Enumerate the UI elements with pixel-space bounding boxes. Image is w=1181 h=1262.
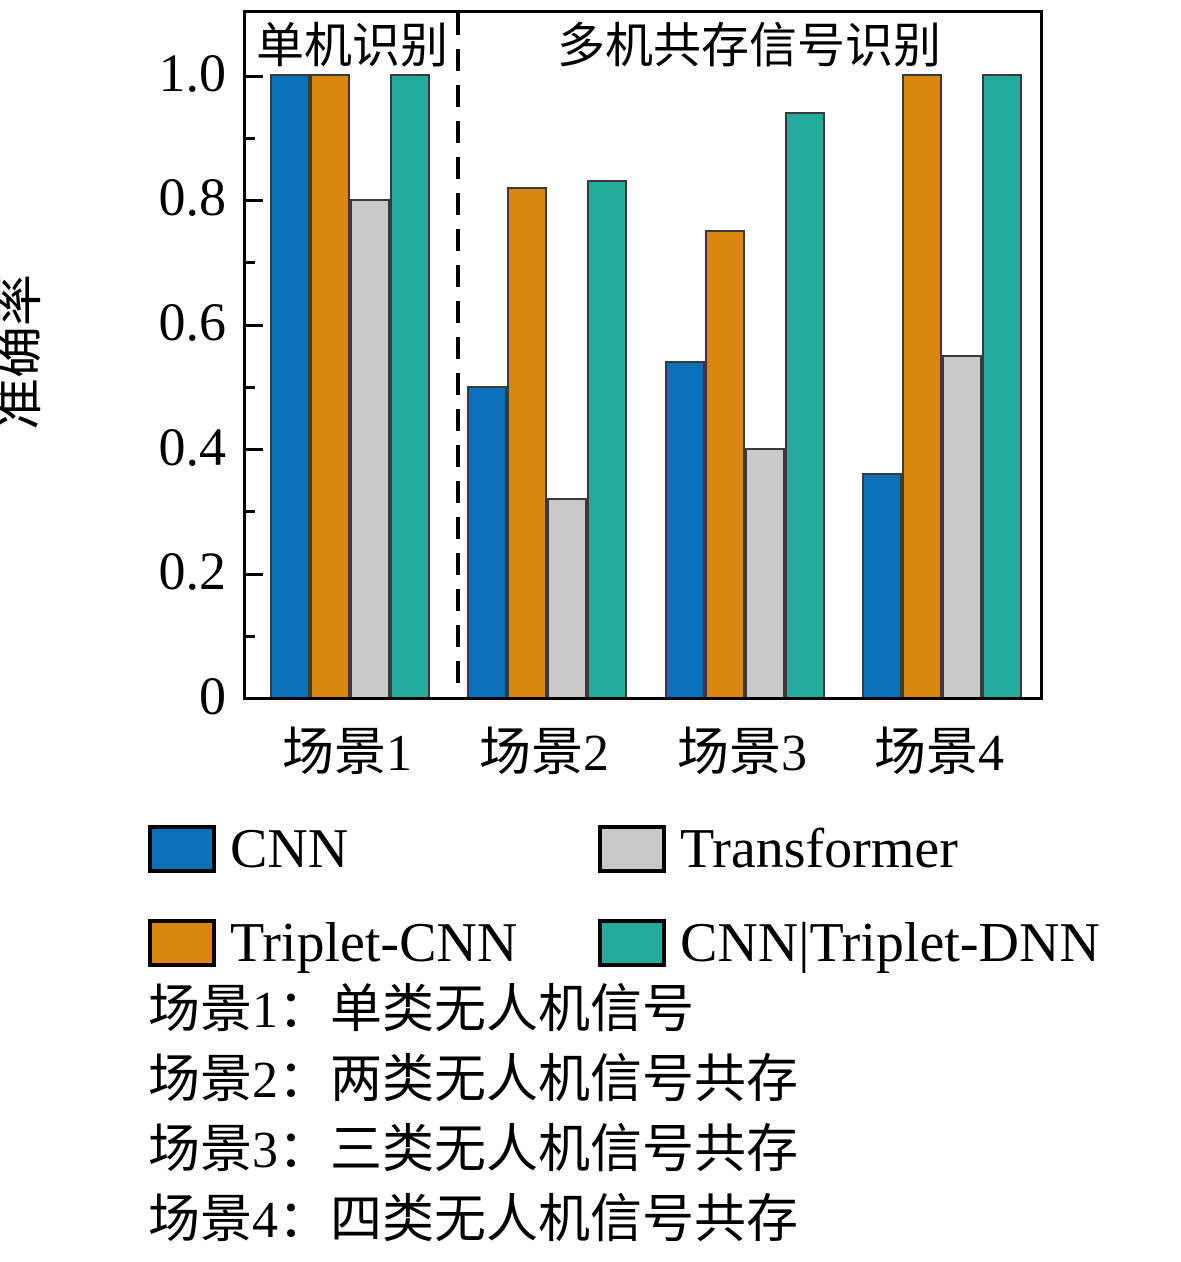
x-tick-label-场景2: 场景2	[478, 725, 609, 782]
y-minor-tick-0.1	[246, 635, 255, 638]
bar-CNN-场景2	[467, 386, 507, 697]
legend-label: Transformer	[680, 818, 958, 880]
x-tick-label-场景4: 场景4	[873, 725, 1004, 782]
annotation-line-1: 场景1：单类无人机信号	[148, 982, 695, 1039]
annotation-line-2: 场景2：两类无人机信号共存	[148, 1052, 799, 1109]
y-major-tick-0.4	[246, 448, 263, 451]
y-major-tick-1	[246, 75, 263, 78]
y-minor-tick-0.5	[246, 386, 255, 389]
annotation-line-3: 场景3：三类无人机信号共存	[148, 1122, 799, 1179]
y-tick-label-0.6: 0.6	[158, 292, 227, 352]
bar-CNN|Triplet-DNN-场景2	[587, 180, 627, 697]
bar-Transformer-场景3	[745, 448, 785, 697]
bar-CNN-场景1	[270, 74, 310, 697]
legend-label: CNN	[230, 818, 349, 880]
bar-Transformer-场景1	[350, 199, 390, 697]
legend-label: CNN|Triplet-DNN	[680, 912, 1100, 974]
y-tick-label-0.2: 0.2	[158, 541, 227, 601]
legend-swatch-Transformer	[598, 825, 666, 873]
x-tick-label-场景1: 场景1	[281, 725, 412, 782]
legend-swatch-CNN	[148, 825, 216, 873]
y-minor-tick-0.7	[246, 261, 255, 264]
y-major-tick-0	[246, 697, 263, 700]
bar-Triplet-CNN-场景1	[310, 74, 350, 697]
bar-Transformer-场景4	[942, 355, 982, 697]
annotation-line-4: 场景4：四类无人机信号共存	[148, 1192, 799, 1249]
legend-item-CNN|Triplet-DNN: CNN|Triplet-DNN	[598, 914, 1158, 972]
y-tick-label-1.0: 1.0	[158, 43, 227, 103]
region-label-multi: 多机共存信号识别	[556, 20, 941, 73]
y-tick-label-0.4: 0.4	[158, 417, 227, 477]
y-tick-label-0.8: 0.8	[158, 167, 227, 227]
dashed-separator-line	[456, 13, 460, 697]
y-major-tick-0.8	[246, 199, 263, 202]
x-tick-label-场景3: 场景3	[676, 725, 807, 782]
plot-area: 单机识别 多机共存信号识别	[243, 10, 1043, 700]
legend-swatch-Triplet-CNN	[148, 919, 216, 967]
legend-item-CNN: CNN	[148, 820, 598, 878]
bar-Triplet-CNN-场景3	[705, 230, 745, 697]
bar-CNN-场景4	[862, 473, 902, 697]
bar-Triplet-CNN-场景4	[902, 74, 942, 697]
legend: CNN Transformer Triplet-CNN CNN|Triplet-DNN	[148, 820, 1158, 972]
legend-swatch-CNN|Triplet-DNN	[598, 919, 666, 967]
y-minor-tick-0.3	[246, 510, 255, 513]
y-minor-tick-0.9	[246, 137, 255, 140]
legend-item-Triplet-CNN: Triplet-CNN	[148, 914, 598, 972]
bar-CNN|Triplet-DNN-场景3	[785, 112, 825, 697]
bar-CNN|Triplet-DNN-场景4	[982, 74, 1022, 697]
bar-Triplet-CNN-场景2	[507, 187, 547, 697]
y-major-tick-0.2	[246, 573, 263, 576]
region-label-single: 单机识别	[255, 20, 448, 73]
legend-item-Transformer: Transformer	[598, 820, 1158, 878]
scenario-annotations: 场景1：单类无人机信号场景2：两类无人机信号共存 场景3：三类无人机信号共存 场景4…	[148, 976, 798, 1256]
bar-CNN-场景3	[665, 361, 705, 697]
bar-CNN|Triplet-DNN-场景1	[390, 74, 430, 697]
y-major-tick-0.6	[246, 324, 263, 327]
bar-Transformer-场景2	[547, 498, 587, 697]
y-tick-label-0: 0	[199, 666, 226, 726]
legend-label: Triplet-CNN	[230, 912, 518, 974]
